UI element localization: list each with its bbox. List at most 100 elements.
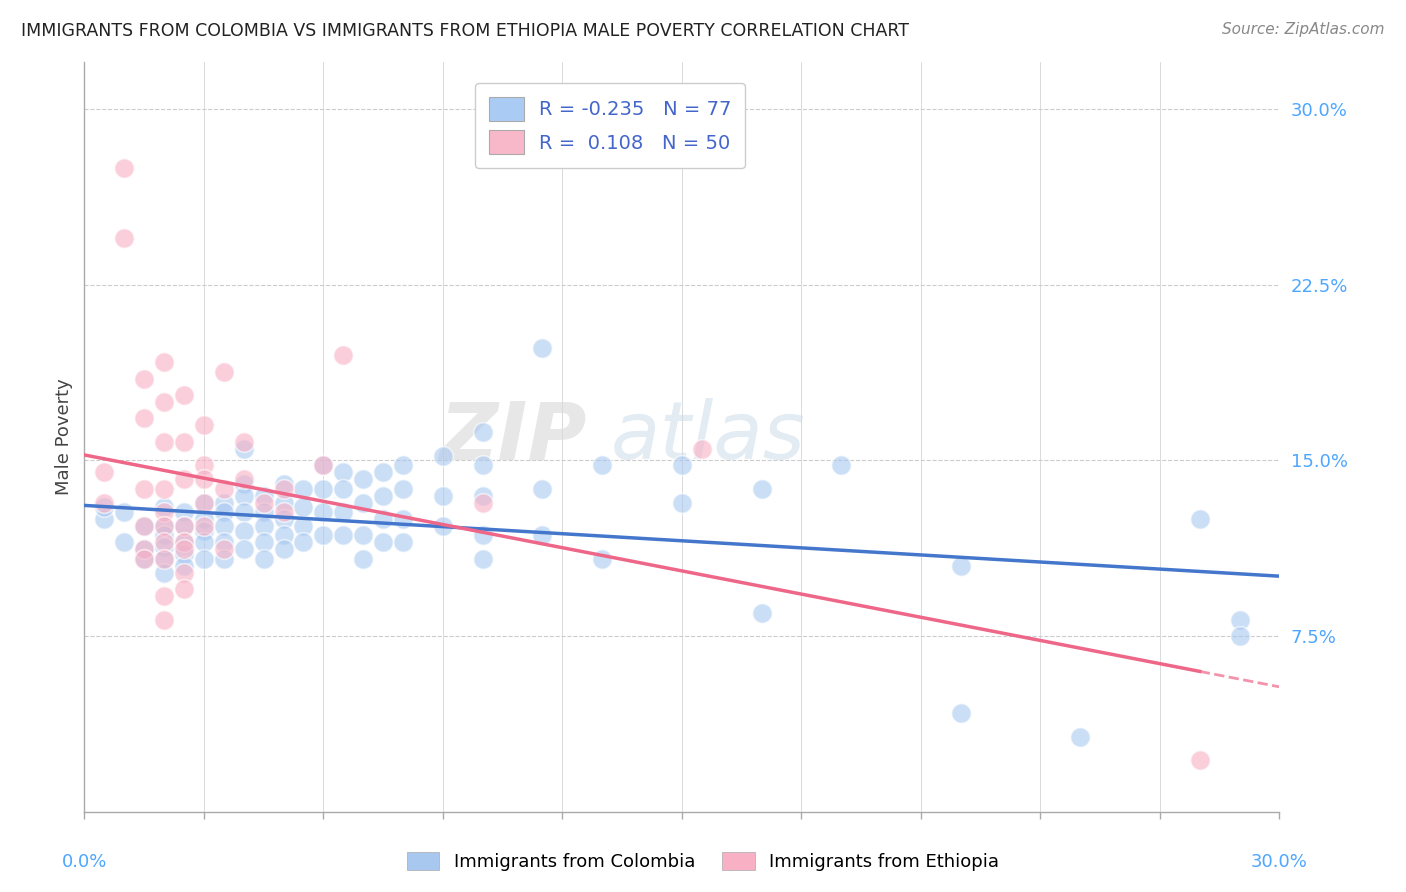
Point [253, 535, 276, 549]
Point [132, 551, 156, 566]
Text: ZIP: ZIP [439, 398, 586, 476]
Point [153, 540, 176, 554]
Point [373, 512, 395, 526]
Point [531, 482, 554, 496]
Point [232, 476, 254, 491]
Point [332, 482, 354, 496]
Point [153, 355, 176, 369]
Point [352, 472, 374, 486]
Point [253, 495, 276, 509]
Point [112, 535, 135, 549]
Text: Source: ZipAtlas.com: Source: ZipAtlas.com [1222, 22, 1385, 37]
Point [392, 482, 415, 496]
Point [690, 442, 713, 456]
Point [193, 495, 215, 509]
Point [112, 231, 135, 245]
Point [232, 489, 254, 503]
Point [212, 495, 235, 509]
Point [273, 512, 295, 526]
Point [193, 418, 215, 433]
Legend: Immigrants from Colombia, Immigrants from Ethiopia: Immigrants from Colombia, Immigrants fro… [399, 845, 1007, 879]
Point [132, 542, 156, 557]
Point [193, 551, 215, 566]
Point [232, 542, 254, 557]
Point [312, 505, 335, 519]
Point [949, 558, 972, 573]
Point [591, 551, 613, 566]
Text: IMMIGRANTS FROM COLOMBIA VS IMMIGRANTS FROM ETHIOPIA MALE POVERTY CORRELATION CH: IMMIGRANTS FROM COLOMBIA VS IMMIGRANTS F… [21, 22, 910, 40]
Point [432, 449, 454, 463]
Point [132, 371, 156, 385]
Point [332, 465, 354, 479]
Point [132, 482, 156, 496]
Point [392, 512, 415, 526]
Point [292, 482, 315, 496]
Point [212, 542, 235, 557]
Point [373, 465, 395, 479]
Point [253, 505, 276, 519]
Point [193, 458, 215, 473]
Point [93, 500, 115, 515]
Point [273, 542, 295, 557]
Point [312, 458, 335, 473]
Point [193, 535, 215, 549]
Point [312, 482, 335, 496]
Point [253, 519, 276, 533]
Point [132, 519, 156, 533]
Point [173, 558, 195, 573]
Point [531, 341, 554, 355]
Point [153, 551, 176, 566]
Point [132, 542, 156, 557]
Point [232, 505, 254, 519]
Point [392, 458, 415, 473]
Point [352, 528, 374, 542]
Point [273, 495, 295, 509]
Point [193, 524, 215, 538]
Point [232, 472, 254, 486]
Point [112, 161, 135, 175]
Point [1069, 730, 1091, 744]
Point [373, 489, 395, 503]
Point [173, 582, 195, 597]
Point [273, 476, 295, 491]
Point [93, 495, 115, 509]
Point [432, 489, 454, 503]
Point [212, 364, 235, 378]
Point [352, 551, 374, 566]
Point [193, 519, 215, 533]
Point [193, 495, 215, 509]
Point [471, 489, 494, 503]
Point [153, 590, 176, 604]
Point [471, 528, 494, 542]
Point [1229, 613, 1251, 627]
Point [173, 519, 195, 533]
Point [312, 458, 335, 473]
Point [751, 606, 773, 620]
Point [212, 535, 235, 549]
Point [193, 512, 215, 526]
Point [292, 535, 315, 549]
Point [173, 542, 195, 557]
Point [392, 535, 415, 549]
Point [93, 465, 115, 479]
Point [153, 535, 176, 549]
Point [132, 519, 156, 533]
Point [292, 500, 315, 515]
Point [292, 519, 315, 533]
Point [591, 458, 613, 473]
Point [153, 528, 176, 542]
Point [173, 535, 195, 549]
Text: 0.0%: 0.0% [62, 854, 107, 871]
Point [112, 505, 135, 519]
Point [352, 495, 374, 509]
Point [471, 495, 494, 509]
Y-axis label: Male Poverty: Male Poverty [55, 379, 73, 495]
Point [432, 519, 454, 533]
Point [253, 551, 276, 566]
Point [153, 434, 176, 449]
Point [173, 434, 195, 449]
Point [273, 505, 295, 519]
Point [153, 519, 176, 533]
Point [153, 395, 176, 409]
Point [531, 528, 554, 542]
